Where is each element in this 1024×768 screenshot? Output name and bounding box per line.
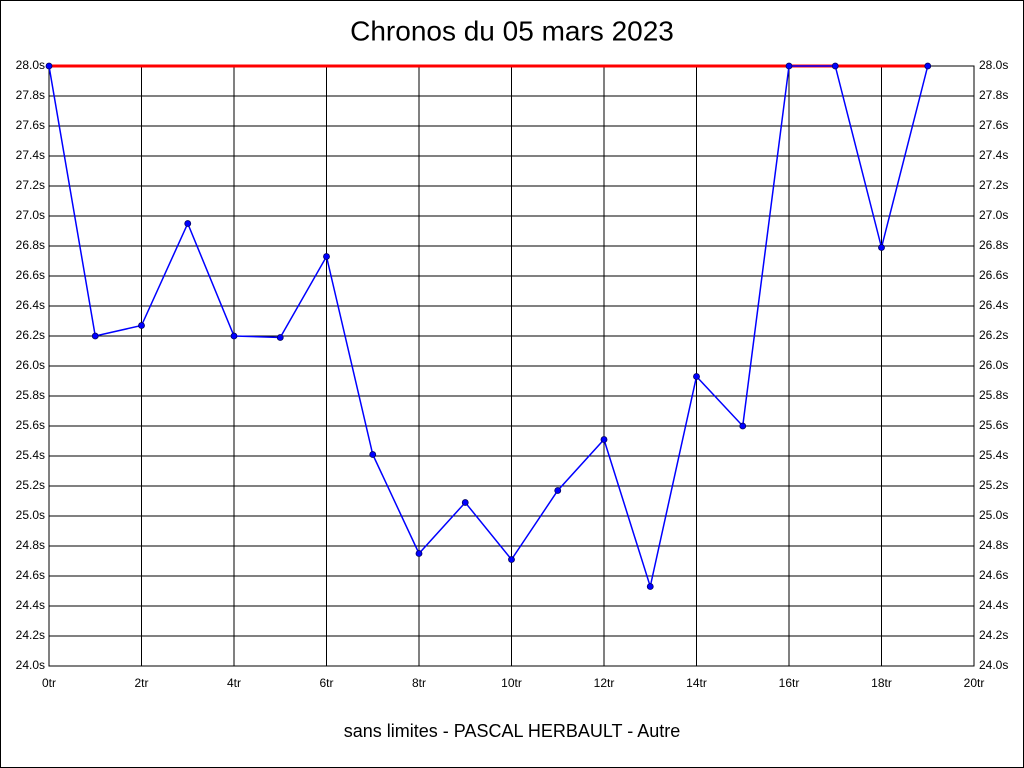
y-tick-label: 27.0s bbox=[16, 208, 45, 222]
data-point bbox=[831, 62, 839, 70]
data-point bbox=[739, 422, 747, 430]
y-tick-label: 25.6s bbox=[16, 418, 45, 432]
y-tick-label: 27.8s bbox=[16, 88, 45, 102]
y2-tick-label: 24.4s bbox=[979, 598, 1008, 612]
data-point bbox=[45, 62, 53, 70]
y2-tick-label: 27.6s bbox=[979, 118, 1008, 132]
data-point bbox=[554, 487, 562, 494]
y-tick-label: 24.4s bbox=[16, 598, 45, 612]
data-point bbox=[276, 334, 284, 341]
y2-tick-label: 27.2s bbox=[979, 178, 1008, 192]
y2-tick-label: 26.0s bbox=[979, 358, 1008, 372]
data-point bbox=[600, 436, 608, 443]
y-tick-label: 25.4s bbox=[16, 448, 45, 462]
x-tick-label: 18tr bbox=[871, 676, 892, 690]
y-tick-label: 28.0s bbox=[16, 58, 45, 72]
data-point bbox=[91, 332, 99, 340]
y2-tick-label: 26.6s bbox=[979, 268, 1008, 282]
data-point bbox=[924, 62, 932, 70]
data-line bbox=[48, 65, 929, 590]
data-point bbox=[415, 550, 423, 557]
x-tick-label: 14tr bbox=[686, 676, 707, 690]
y-tick-label: 24.6s bbox=[16, 568, 45, 582]
y-tick-label: 25.0s bbox=[16, 508, 45, 522]
x-tick-label: 10tr bbox=[501, 676, 522, 690]
data-point bbox=[323, 253, 330, 260]
y2-tick-label: 24.6s bbox=[979, 568, 1008, 582]
x-tick-label: 12tr bbox=[594, 676, 615, 690]
data-point bbox=[878, 244, 885, 251]
y2-tick-label: 25.8s bbox=[979, 388, 1008, 402]
x-tick-label: 6tr bbox=[319, 676, 333, 690]
y-tick-label: 26.6s bbox=[16, 268, 45, 282]
y-tick-label: 26.0s bbox=[16, 358, 45, 372]
x-tick-label: 4tr bbox=[227, 676, 241, 690]
y2-tick-label: 27.8s bbox=[979, 88, 1008, 102]
data-point bbox=[138, 322, 145, 329]
y2-tick-label: 26.2s bbox=[979, 328, 1008, 342]
y2-tick-label: 26.8s bbox=[979, 238, 1008, 252]
data-point bbox=[461, 499, 469, 506]
y2-tick-label: 25.6s bbox=[979, 418, 1008, 432]
data-point bbox=[693, 373, 700, 380]
y2-tick-label: 24.2s bbox=[979, 628, 1008, 642]
y2-tick-label: 25.0s bbox=[979, 508, 1008, 522]
chart-title: Chronos du 05 mars 2023 bbox=[350, 15, 674, 46]
y2-tick-label: 27.0s bbox=[979, 208, 1008, 222]
y2-tick-label: 27.4s bbox=[979, 148, 1008, 162]
data-point bbox=[508, 556, 515, 563]
y-tick-label: 25.2s bbox=[16, 478, 45, 492]
y-tick-label: 24.8s bbox=[16, 538, 45, 552]
x-tick-label: 20tr bbox=[964, 676, 985, 690]
y2-tick-label: 24.0s bbox=[979, 658, 1008, 672]
x-tick-label: 16tr bbox=[779, 676, 800, 690]
data-point bbox=[184, 220, 192, 227]
y-tick-label: 27.4s bbox=[16, 148, 45, 162]
x-tick-label: 8tr bbox=[412, 676, 426, 690]
x-tick-label: 0tr bbox=[42, 676, 56, 690]
y2-tick-label: 25.2s bbox=[979, 478, 1008, 492]
data-point bbox=[369, 451, 377, 458]
y-tick-label: 27.6s bbox=[16, 118, 45, 132]
y2-tick-label: 26.4s bbox=[979, 298, 1008, 312]
y2-tick-label: 24.8s bbox=[979, 538, 1008, 552]
y-tick-label: 27.2s bbox=[16, 178, 45, 192]
y-tick-label: 25.8s bbox=[16, 388, 45, 402]
x-tick-label: 2tr bbox=[134, 676, 148, 690]
data-point bbox=[230, 332, 238, 340]
y-tick-label: 26.8s bbox=[16, 238, 45, 252]
y-tick-label: 26.4s bbox=[16, 298, 45, 312]
y-tick-label: 24.0s bbox=[16, 658, 45, 672]
y-tick-label: 24.2s bbox=[16, 628, 45, 642]
y2-tick-label: 28.0s bbox=[979, 58, 1008, 72]
y2-tick-label: 25.4s bbox=[979, 448, 1008, 462]
data-point bbox=[785, 62, 793, 70]
y-tick-label: 26.2s bbox=[16, 328, 45, 342]
x-axis-label: sans limites - PASCAL HERBAULT - Autre bbox=[344, 721, 680, 741]
data-point bbox=[646, 583, 654, 590]
